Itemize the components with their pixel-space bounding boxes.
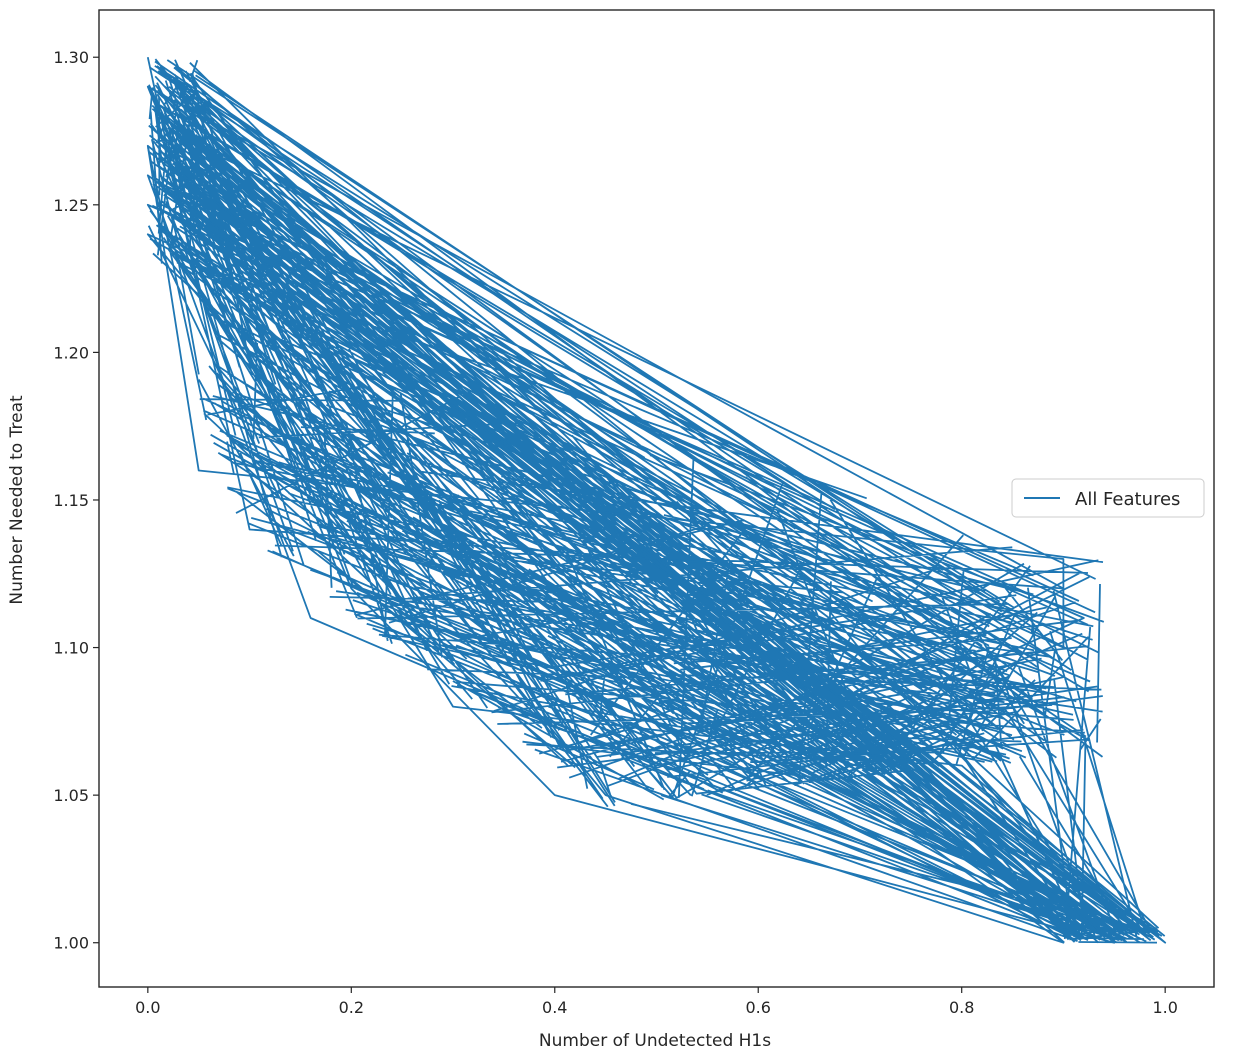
- legend-label-all-features: All Features: [1075, 489, 1180, 510]
- y-axis-label: Number Needed to Treat: [7, 395, 27, 605]
- x-tick-label: 0.2: [339, 998, 364, 1017]
- x-tick-label: 0.6: [746, 998, 771, 1017]
- series-line-all-features: [146, 57, 1167, 944]
- y-tick-label: 1.20: [53, 343, 89, 362]
- y-tick-label: 1.15: [53, 491, 89, 510]
- y-tick-label: 1.00: [53, 934, 89, 953]
- legend-box: [1011, 478, 1205, 518]
- y-axis: 1.00 1.05 1.10 1.15 1.20 1.25 1.30: [53, 48, 99, 953]
- plot-frame: [98, 9, 1215, 988]
- legend: All Features: [1011, 478, 1205, 518]
- x-axis: 0.0 0.2 0.4 0.6 0.8 1.0: [135, 987, 1178, 1017]
- y-tick-label: 1.10: [53, 639, 89, 658]
- x-tick-label: 0.0: [135, 998, 160, 1017]
- plot-lines: [146, 57, 1167, 944]
- x-tick-label: 1.0: [1152, 998, 1177, 1017]
- y-tick-label: 1.30: [53, 48, 89, 67]
- x-axis-label: Number of Undetected H1s: [539, 1031, 771, 1051]
- x-tick-label: 0.8: [949, 998, 974, 1017]
- y-tick-label: 1.05: [53, 786, 89, 805]
- y-tick-label: 1.25: [53, 196, 89, 215]
- series-line-texture: [147, 58, 1166, 944]
- x-tick-label: 0.4: [542, 998, 567, 1017]
